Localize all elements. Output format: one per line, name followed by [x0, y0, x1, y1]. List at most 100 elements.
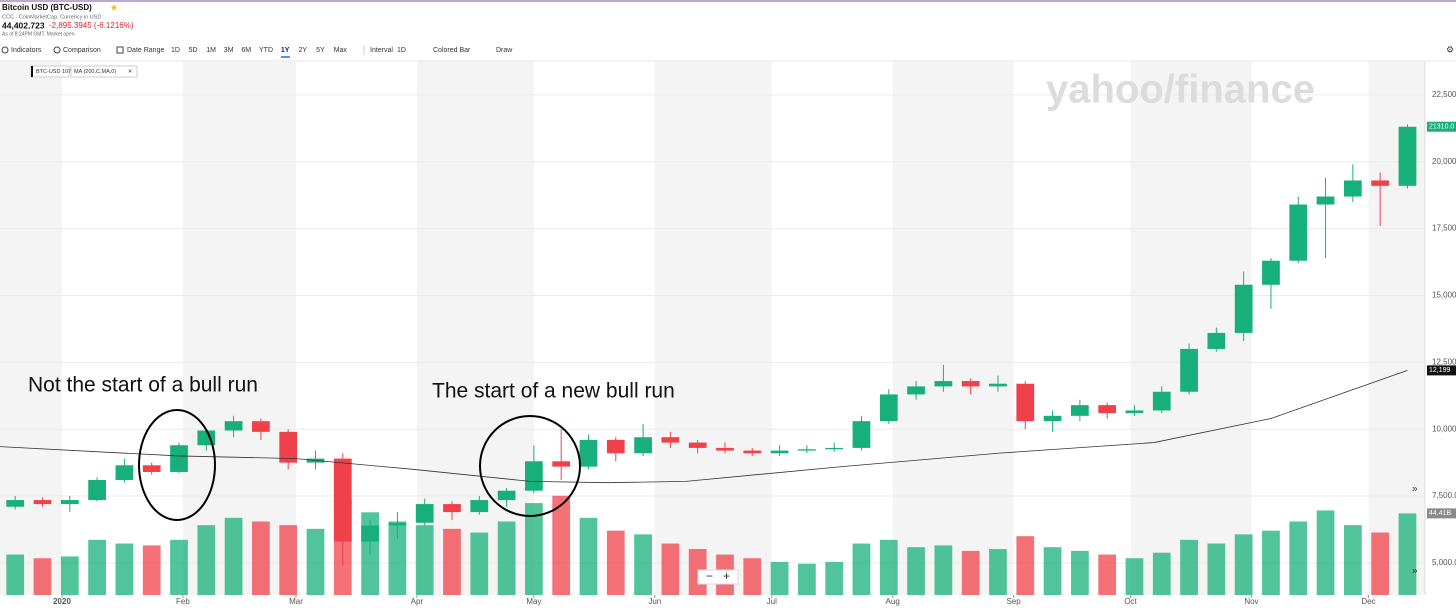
- zoom-in[interactable]: +: [723, 569, 730, 583]
- quote-change: -2,895.3945 (-6.1216%): [49, 21, 134, 30]
- plot-area: 5,000.0 7,500.0 10,000 12,500 15,000 17,500 20…: [0, 62, 1456, 606]
- volume-bar: [743, 558, 762, 595]
- price-tag: [1427, 121, 1456, 132]
- candle-body: [279, 431, 298, 463]
- volume-bar: [1016, 536, 1035, 595]
- candle-body: [115, 465, 134, 481]
- candle-body: [852, 421, 871, 448]
- volume-bar: [879, 539, 898, 595]
- volume-bar: [1125, 558, 1144, 595]
- x-tick-label: Oct: [1124, 597, 1137, 606]
- candle-body: [934, 381, 953, 387]
- candle-body: [60, 500, 79, 505]
- range-button[interactable]: 6M: [241, 47, 251, 54]
- volume-bar: [606, 530, 625, 595]
- volume-bar: [961, 550, 980, 595]
- candle-body: [716, 447, 734, 451]
- candle-body: [361, 525, 379, 542]
- range-button[interactable]: 5D: [189, 47, 198, 54]
- candle-body: [170, 445, 188, 472]
- toolbar: Indicators Comparison Date Range Interva…: [1, 44, 1454, 58]
- candle-body: [661, 437, 680, 443]
- x-tick-label: May: [526, 597, 541, 606]
- annotation: Not the start of a bull run: [28, 374, 258, 397]
- x-tick-label: Aug: [886, 597, 900, 606]
- range-button[interactable]: Max: [334, 47, 348, 54]
- volume-bar: [1316, 510, 1335, 595]
- quote-price: 44,402.723: [2, 20, 45, 30]
- expand-button[interactable]: »: [1412, 484, 1418, 495]
- candle-body: [770, 450, 789, 454]
- range-button[interactable]: YTD: [259, 47, 273, 54]
- quote-time: As of 8:24PM GMT. Market open.: [2, 31, 76, 37]
- chip-marker: [31, 66, 33, 77]
- candle-body: [961, 381, 980, 387]
- candle-body: [579, 439, 598, 467]
- candle-body: [88, 480, 106, 501]
- ma-tag: [1427, 365, 1456, 376]
- range-button[interactable]: 2Y: [299, 47, 308, 54]
- volume-bar: [60, 556, 79, 595]
- volume-bar: [197, 525, 216, 595]
- icon: [116, 46, 124, 54]
- x-tick-label: Mar: [289, 597, 303, 606]
- candle-body: [525, 461, 543, 491]
- volume-bar: [579, 517, 598, 595]
- volume-bar: [1180, 539, 1198, 595]
- candle-body: [224, 421, 243, 431]
- candle-body: [1371, 180, 1390, 186]
- candle-body: [252, 421, 270, 432]
- price-tag-label: 21310.0: [1429, 124, 1454, 131]
- range-button[interactable]: 1Y: [281, 47, 290, 54]
- volume-bar: [1098, 554, 1117, 595]
- zoom-out[interactable]: −: [706, 569, 713, 583]
- ma-tag-label: 12,199: [1429, 367, 1451, 374]
- candle-body: [606, 439, 625, 454]
- candle-body: [1070, 405, 1089, 416]
- indicator-chip-label: MA (200,C,MA,0): [74, 69, 116, 75]
- range-button[interactable]: 1M: [206, 47, 216, 54]
- volume-bar: [470, 532, 489, 595]
- candle-body: [1016, 383, 1035, 422]
- indicators-button[interactable]: Indicators: [11, 47, 42, 54]
- volume-bar: [1152, 552, 1171, 595]
- interval-value[interactable]: 1D: [397, 47, 406, 54]
- candle-body: [1262, 260, 1280, 285]
- date-range-button[interactable]: Date Range: [127, 47, 164, 54]
- volume-bar: [6, 554, 25, 595]
- volume-bar: [170, 539, 188, 595]
- volume-bar: [1398, 513, 1417, 595]
- icon: [53, 46, 61, 54]
- annotation-circle: [479, 415, 581, 517]
- volume-bar: [1343, 525, 1362, 595]
- star[interactable]: ★: [110, 2, 118, 12]
- volume-bar: [798, 563, 816, 595]
- candle-body: [333, 458, 352, 542]
- volume-bar: [115, 543, 134, 595]
- volume-bar: [552, 495, 571, 595]
- chart-type-button[interactable]: Colored Bar: [433, 47, 471, 54]
- chip-close[interactable]: ×: [128, 68, 132, 75]
- comparison-button[interactable]: Comparison: [63, 47, 101, 54]
- candle-body: [879, 394, 898, 422]
- draw-button[interactable]: Draw: [496, 47, 513, 54]
- indicator-chip[interactable]: [70, 65, 138, 78]
- month-band: [182, 62, 296, 595]
- month-band: [1130, 62, 1252, 595]
- volume-bar: [989, 549, 1007, 595]
- annotation-circle: [138, 409, 216, 521]
- range-button[interactable]: 5Y: [316, 47, 325, 54]
- settings-icon[interactable]: ⚙: [1446, 44, 1454, 54]
- candle-body: [907, 386, 925, 395]
- range-button[interactable]: 3M: [224, 47, 234, 54]
- candle-body: [1316, 196, 1335, 205]
- candle-body: [443, 504, 461, 513]
- expand-button[interactable]: »: [1412, 566, 1418, 577]
- range-button[interactable]: 1D: [171, 47, 180, 54]
- volume-bar: [142, 545, 161, 595]
- interval-button[interactable]: Interval: [370, 47, 393, 54]
- y-tick-label: 7,500.0: [1432, 491, 1456, 500]
- month-band: [892, 62, 1014, 595]
- x-tick-label: Nov: [1244, 597, 1258, 606]
